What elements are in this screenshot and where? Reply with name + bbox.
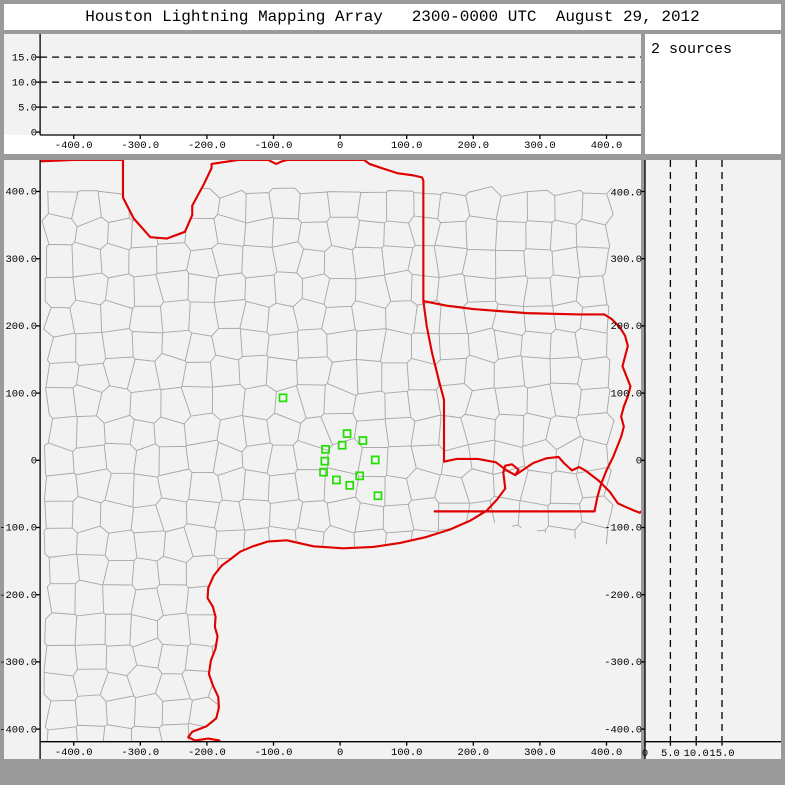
svg-text:400.0: 400.0 (591, 747, 623, 759)
svg-text:15.0: 15.0 (709, 748, 734, 760)
svg-text:-300.0: -300.0 (121, 747, 159, 759)
svg-text:200.0: 200.0 (5, 321, 37, 333)
svg-text:-100.0: -100.0 (0, 523, 37, 535)
svg-text:0: 0 (337, 747, 343, 759)
svg-text:0: 0 (31, 456, 37, 468)
svg-text:0: 0 (642, 748, 648, 760)
svg-text:300.0: 300.0 (524, 140, 556, 152)
svg-text:-400.0: -400.0 (55, 747, 93, 759)
svg-text:300.0: 300.0 (610, 254, 642, 266)
svg-text:400.0: 400.0 (591, 140, 623, 152)
svg-text:-200.0: -200.0 (604, 590, 642, 602)
svg-text:10.0: 10.0 (12, 78, 37, 90)
svg-text:10.0: 10.0 (684, 748, 709, 760)
svg-text:200.0: 200.0 (458, 747, 490, 759)
svg-text:100.0: 100.0 (610, 388, 642, 400)
svg-text:-100.0: -100.0 (255, 747, 293, 759)
svg-text:100.0: 100.0 (5, 388, 37, 400)
svg-text:-300.0: -300.0 (604, 657, 642, 669)
svg-text:15.0: 15.0 (12, 53, 37, 65)
svg-text:-400.0: -400.0 (0, 724, 37, 736)
svg-text:-100.0: -100.0 (604, 523, 642, 535)
svg-text:-300.0: -300.0 (0, 657, 37, 669)
svg-text:-200.0: -200.0 (188, 747, 226, 759)
svg-text:-400.0: -400.0 (604, 724, 642, 736)
svg-text:300.0: 300.0 (524, 747, 556, 759)
svg-text:-200.0: -200.0 (0, 590, 37, 602)
svg-text:400.0: 400.0 (5, 187, 37, 199)
svg-text:100.0: 100.0 (391, 140, 423, 152)
svg-text:-100.0: -100.0 (255, 140, 293, 152)
svg-text:-400.0: -400.0 (55, 140, 93, 152)
svg-text:-200.0: -200.0 (188, 140, 226, 152)
svg-text:0: 0 (337, 140, 343, 152)
svg-text:0: 0 (636, 456, 642, 468)
svg-text:200.0: 200.0 (610, 321, 642, 333)
svg-text:0: 0 (31, 128, 37, 140)
svg-text:5.0: 5.0 (661, 748, 680, 760)
svg-text:200.0: 200.0 (458, 140, 490, 152)
svg-text:-300.0: -300.0 (121, 140, 159, 152)
svg-text:5.0: 5.0 (18, 103, 37, 115)
svg-text:300.0: 300.0 (5, 254, 37, 266)
svg-text:400.0: 400.0 (610, 188, 642, 200)
svg-text:100.0: 100.0 (391, 747, 423, 759)
